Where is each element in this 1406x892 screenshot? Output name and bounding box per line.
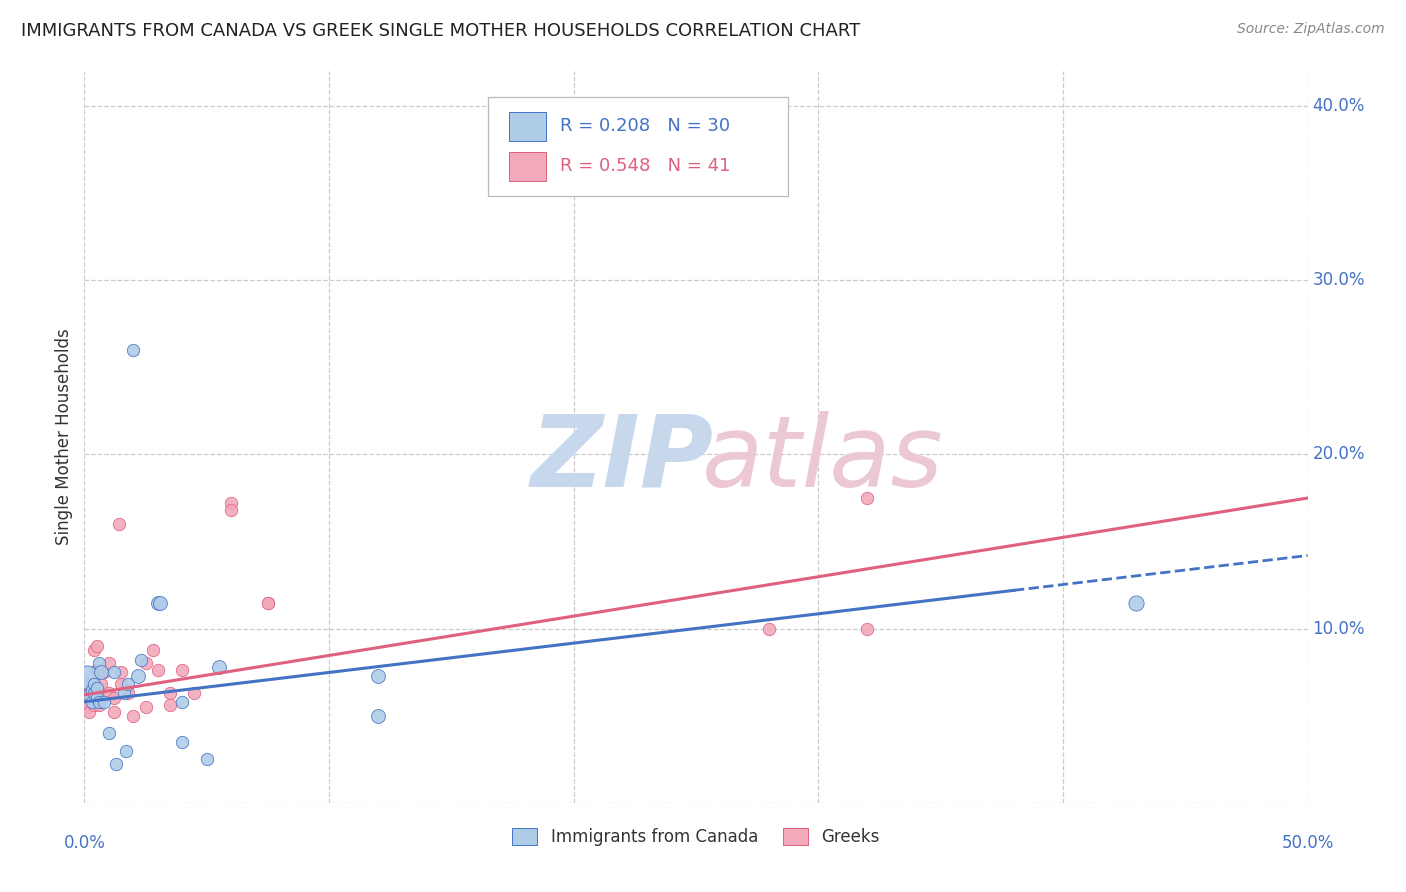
Point [77, 686, 100, 700]
Text: IMMIGRANTS FROM CANADA VS GREEK SINGLE MOTHER HOUSEHOLDS CORRELATION CHART: IMMIGRANTS FROM CANADA VS GREEK SINGLE M… [21, 22, 860, 40]
Point [93, 695, 115, 709]
Point [77, 688, 100, 702]
Point [80, 682, 103, 697]
Point [76, 670, 98, 684]
Point [97, 657, 120, 671]
Point [758, 622, 780, 636]
Point [129, 653, 152, 667]
Point [219, 496, 242, 510]
Point [172, 664, 194, 678]
Point [135, 700, 157, 714]
Point [86, 639, 108, 653]
Text: atlas: atlas [702, 410, 943, 508]
Text: 10.0%: 10.0% [1312, 620, 1365, 638]
Point [172, 695, 194, 709]
Point [86, 664, 108, 678]
Point [83, 686, 105, 700]
Point [110, 677, 132, 691]
Point [76, 700, 98, 714]
Point [122, 343, 145, 357]
Point [83, 642, 105, 657]
Point [149, 595, 172, 609]
Point [76, 695, 98, 709]
Text: 20.0%: 20.0% [1312, 445, 1365, 464]
Point [122, 708, 145, 723]
Point [110, 665, 132, 680]
Point [117, 677, 139, 691]
Point [90, 677, 112, 691]
Point [146, 664, 169, 678]
Point [127, 668, 149, 682]
FancyBboxPatch shape [509, 152, 546, 181]
Point [257, 595, 280, 609]
Point [105, 757, 128, 772]
Point [90, 665, 112, 680]
Point [142, 642, 165, 657]
Point [107, 517, 129, 532]
Point [80, 695, 103, 709]
Point [83, 677, 105, 691]
Text: R = 0.548   N = 41: R = 0.548 N = 41 [560, 158, 731, 176]
Text: Source: ZipAtlas.com: Source: ZipAtlas.com [1237, 22, 1385, 37]
Text: 0.0%: 0.0% [63, 834, 105, 852]
Point [87, 695, 110, 709]
FancyBboxPatch shape [509, 112, 546, 141]
Text: 30.0%: 30.0% [1312, 271, 1365, 289]
Point [103, 691, 125, 706]
Point [83, 698, 105, 713]
Point [93, 665, 115, 680]
Point [86, 664, 108, 678]
Point [87, 686, 110, 700]
Point [172, 735, 194, 749]
Point [117, 686, 139, 700]
Point [77, 677, 100, 691]
Point [367, 708, 389, 723]
Point [159, 686, 181, 700]
Point [97, 726, 120, 740]
Point [87, 698, 110, 713]
Point [97, 686, 120, 700]
Point [103, 665, 125, 680]
Text: 50.0%: 50.0% [1281, 834, 1334, 852]
Text: 40.0%: 40.0% [1312, 97, 1365, 115]
Point [856, 491, 879, 505]
Y-axis label: Single Mother Households: Single Mother Households [55, 329, 73, 545]
Point [112, 686, 135, 700]
Legend: Immigrants from Canada, Greeks: Immigrants from Canada, Greeks [506, 822, 886, 853]
Point [219, 503, 242, 517]
Point [195, 752, 218, 766]
Point [83, 677, 105, 691]
Point [183, 686, 205, 700]
Point [86, 681, 108, 695]
FancyBboxPatch shape [488, 97, 787, 195]
Point [159, 698, 181, 713]
Point [103, 705, 125, 719]
Point [146, 595, 169, 609]
Point [87, 657, 110, 671]
Text: R = 0.208   N = 30: R = 0.208 N = 30 [560, 117, 730, 136]
Point [80, 691, 103, 706]
Point [77, 705, 100, 719]
Point [367, 668, 389, 682]
Point [856, 622, 879, 636]
Point [208, 660, 231, 674]
Point [257, 595, 280, 609]
Point [135, 657, 157, 671]
Point [86, 691, 108, 706]
Text: ZIP: ZIP [531, 410, 714, 508]
Point [1125, 595, 1147, 609]
Point [80, 682, 103, 697]
Point [115, 743, 138, 757]
